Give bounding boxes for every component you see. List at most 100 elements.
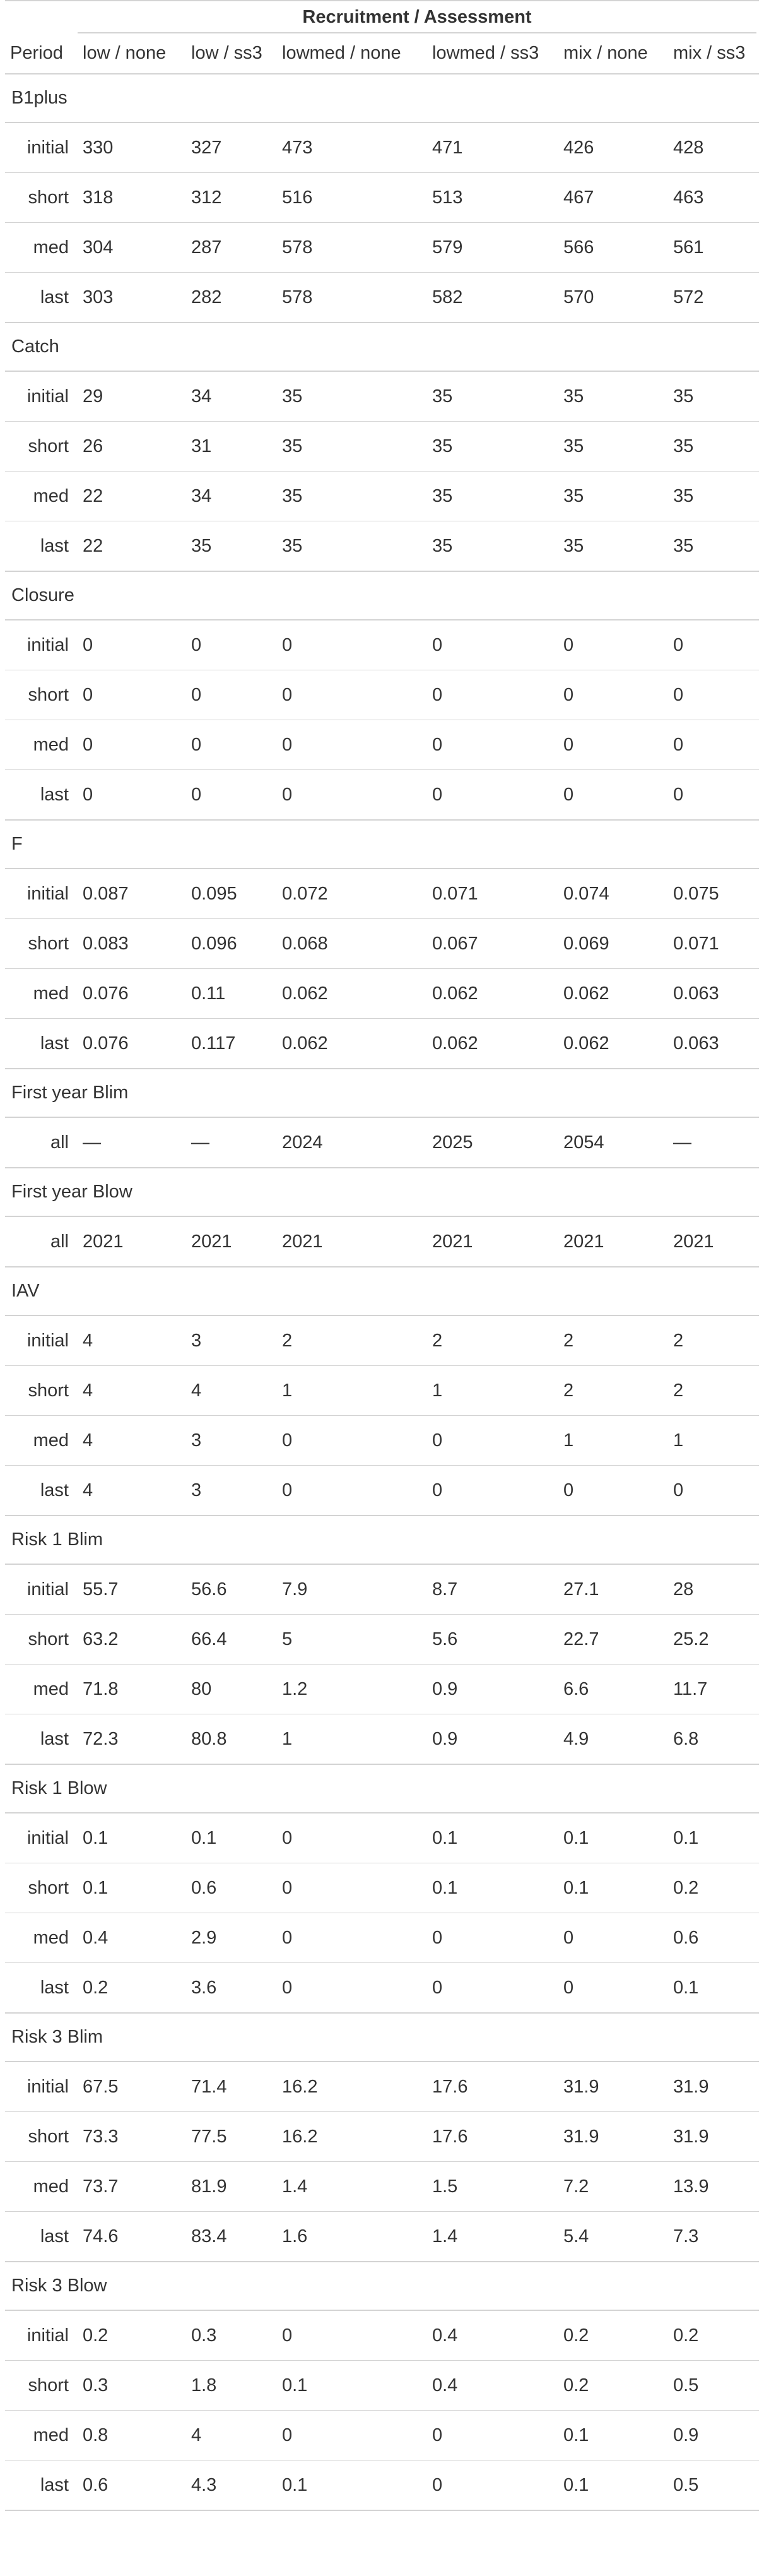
table-cell: 31.9 (666, 2061, 760, 2112)
table-cell: 0 (274, 670, 425, 720)
table-cell: 561 (666, 222, 760, 273)
table-cell: 2024 (274, 1117, 425, 1168)
table-cell: 0 (75, 720, 184, 770)
table-cell: 35 (556, 471, 666, 521)
table-cell: 17.6 (425, 2111, 556, 2162)
table-cell: 35 (274, 521, 425, 571)
table-row: med 22 34 35 35 35 35 (5, 471, 760, 521)
table-cell: 0.076 (75, 968, 184, 1019)
table-cell: 1 (274, 1714, 425, 1764)
group-label: B1plus (5, 73, 760, 123)
table-cell: 0.2 (75, 1962, 184, 2013)
table-cell: 0 (556, 619, 666, 670)
table-cell: 5 (274, 1614, 425, 1665)
table-cell: 0.1 (75, 1812, 184, 1863)
table-body: B1plus initial 330 327 473 471 426 428 short 318 3… (5, 73, 760, 2511)
table-row: initial 0.2 0.3 0 0.4 0.2 0.2 (5, 2310, 760, 2361)
table-cell: 1 (556, 1415, 666, 1466)
table-cell: 73.3 (75, 2111, 184, 2162)
period-cell: initial (5, 1812, 75, 1863)
table-cell: 0 (184, 670, 274, 720)
table-cell: 0.2 (556, 2310, 666, 2361)
table-cell: 0 (184, 720, 274, 770)
table-cell: 0 (75, 670, 184, 720)
table-cell: 1.4 (425, 2211, 556, 2262)
period-cell: short (5, 1365, 75, 1416)
table-cell: 579 (425, 222, 556, 273)
group-header-row: First year Blow (5, 1167, 760, 1217)
table-row: med 71.8 80 1.2 0.9 6.6 11.7 (5, 1664, 760, 1714)
table-cell: 0.062 (556, 1018, 666, 1069)
column-header: low / none (75, 33, 184, 74)
table-row: all 2021 2021 2021 2021 2021 2021 (5, 1216, 760, 1267)
table-cell: 7.3 (666, 2211, 760, 2262)
table-cell: 0.1 (556, 1812, 666, 1863)
table-row: initial 330 327 473 471 426 428 (5, 122, 760, 173)
table-cell: 0.117 (184, 1018, 274, 1069)
table-container: Recruitment / Assessment Period low / no… (5, 0, 760, 2511)
table-cell: 29 (75, 371, 184, 422)
period-cell: short (5, 1863, 75, 1913)
table-cell: 0.083 (75, 918, 184, 969)
table-cell: 34 (184, 371, 274, 422)
table-row: initial 0 0 0 0 0 0 (5, 619, 760, 670)
table-cell: 0 (556, 670, 666, 720)
table-cell: 2021 (666, 1216, 760, 1267)
table-cell: — (75, 1117, 184, 1168)
table-row: initial 0.087 0.095 0.072 0.071 0.074 0.075 (5, 868, 760, 919)
table-cell: 0.1 (556, 2410, 666, 2460)
table-cell: 35 (274, 471, 425, 521)
table-cell: 0.087 (75, 868, 184, 919)
period-cell: last (5, 521, 75, 571)
table-cell: 2021 (556, 1216, 666, 1267)
period-cell: all (5, 1216, 75, 1267)
table-cell: 0.062 (556, 968, 666, 1019)
table-cell: 2021 (75, 1216, 184, 1267)
table-row: short 63.2 66.4 5 5.6 22.7 25.2 (5, 1614, 760, 1665)
table-cell: 0 (556, 1913, 666, 1963)
period-cell: last (5, 2460, 75, 2511)
table-cell: 0 (425, 1962, 556, 2013)
period-cell: med (5, 1415, 75, 1466)
table-cell: 0 (184, 769, 274, 820)
table-cell: 5.6 (425, 1614, 556, 1665)
table-cell: 0 (274, 1812, 425, 1863)
table-cell: 31.9 (666, 2111, 760, 2162)
table-cell: 16.2 (274, 2061, 425, 2112)
group-header-row: Risk 3 Blim (5, 2012, 760, 2062)
table-cell: 2021 (425, 1216, 556, 1267)
table-cell: 3 (184, 1465, 274, 1516)
table-cell: 1.2 (274, 1664, 425, 1714)
table-cell: 0.6 (184, 1863, 274, 1913)
table-cell: 426 (556, 122, 666, 173)
table-cell: 0.063 (666, 968, 760, 1019)
period-cell: med (5, 1913, 75, 1963)
table-cell: 3.6 (184, 1962, 274, 2013)
table-row: med 0.8 4 0 0 0.1 0.9 (5, 2410, 760, 2460)
table-cell: 77.5 (184, 2111, 274, 2162)
group-label: Risk 3 Blow (5, 2261, 760, 2311)
table-cell: 0.1 (274, 2460, 425, 2511)
column-header: lowmed / none (274, 33, 425, 74)
spanner-row: Recruitment / Assessment (5, 0, 760, 33)
table-cell: 2.9 (184, 1913, 274, 1963)
table-cell: 0.2 (666, 1863, 760, 1913)
table-cell: 0.1 (556, 2460, 666, 2511)
period-cell: last (5, 272, 75, 323)
table-cell: 35 (425, 521, 556, 571)
table-cell: 35 (274, 421, 425, 472)
table-cell: 318 (75, 172, 184, 223)
table-cell: 2 (666, 1365, 760, 1416)
table-cell: 327 (184, 122, 274, 173)
table-row: last 72.3 80.8 1 0.9 4.9 6.8 (5, 1714, 760, 1764)
table-cell: 0.076 (75, 1018, 184, 1069)
table-cell: 35 (666, 521, 760, 571)
column-header: lowmed / ss3 (425, 33, 556, 74)
table-cell: 513 (425, 172, 556, 223)
period-cell: short (5, 1614, 75, 1665)
table-cell: 0.1 (274, 2360, 425, 2411)
table-cell: 0.1 (425, 1863, 556, 1913)
table-cell: 0.4 (75, 1913, 184, 1963)
table-cell: 0 (666, 619, 760, 670)
group-header-row: B1plus (5, 73, 760, 123)
